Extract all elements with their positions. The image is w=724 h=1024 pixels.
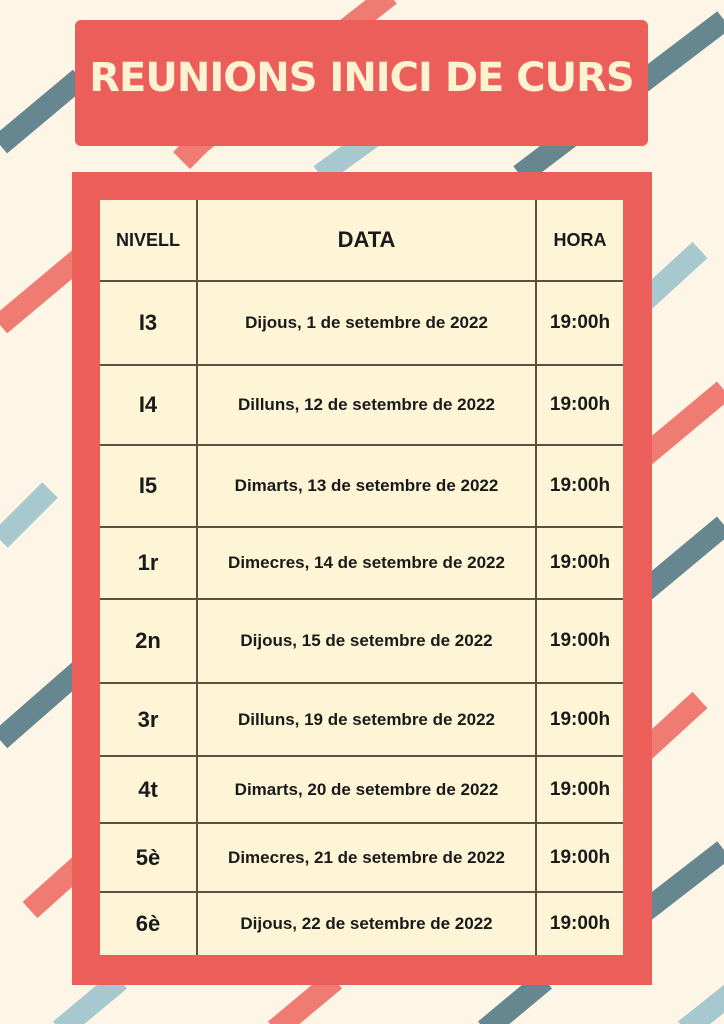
nivell-cell: 2n: [100, 598, 198, 684]
time-cell: 19:00h: [535, 444, 623, 528]
date-cell: Dijous, 22 de setembre de 2022: [196, 891, 537, 955]
stripe: [0, 661, 88, 749]
header-nivell: NIVELL: [100, 200, 198, 282]
nivell-cell: 6è: [100, 891, 198, 955]
table-row: I5 Dimarts, 13 de setembre de 2022 19:00h: [100, 444, 623, 528]
table-row: I3 Dijous, 1 de setembre de 2022 19:00h: [100, 280, 623, 366]
time-cell: 19:00h: [535, 822, 623, 893]
header-data: DATA: [196, 200, 537, 282]
time-cell: 19:00h: [535, 682, 623, 757]
stripe: [52, 971, 128, 1024]
header-hora: HORA: [535, 200, 623, 282]
date-cell: Dilluns, 12 de setembre de 2022: [196, 364, 537, 446]
stripe: [0, 249, 88, 334]
nivell-cell: 3r: [100, 682, 198, 757]
stripe: [0, 482, 58, 548]
time-cell: 19:00h: [535, 280, 623, 366]
schedule-frame: NIVELL DATA HORA I3 Dijous, 1 de setembre…: [72, 172, 652, 985]
nivell-cell: 1r: [100, 526, 198, 600]
table-header-row: NIVELL DATA HORA: [100, 200, 623, 282]
date-cell: Dimecres, 14 de setembre de 2022: [196, 526, 537, 600]
nivell-cell: I4: [100, 364, 198, 446]
table-row: 3r Dilluns, 19 de setembre de 2022 19:00h: [100, 682, 623, 757]
table-row: 4t Dimarts, 20 de setembre de 2022 19:00h: [100, 755, 623, 824]
stripe: [632, 516, 724, 604]
time-cell: 19:00h: [535, 364, 623, 446]
date-cell: Dimecres, 21 de setembre de 2022: [196, 822, 537, 893]
time-cell: 19:00h: [535, 526, 623, 600]
stripe: [267, 971, 343, 1024]
nivell-cell: I3: [100, 280, 198, 366]
nivell-cell: 5è: [100, 822, 198, 893]
table-row: 1r Dimecres, 14 de setembre de 2022 19:00h: [100, 526, 623, 600]
stripe: [633, 841, 724, 924]
table-row: 6è Dijous, 22 de setembre de 2022 19:00h: [100, 891, 623, 955]
title-banner: REUNIONS INICI DE CURS: [75, 20, 648, 146]
date-cell: Dimarts, 13 de setembre de 2022: [196, 444, 537, 528]
date-cell: Dimarts, 20 de setembre de 2022: [196, 755, 537, 824]
date-cell: Dilluns, 19 de setembre de 2022: [196, 682, 537, 757]
time-cell: 19:00h: [535, 755, 623, 824]
stripe: [22, 856, 88, 919]
table-row: 2n Dijous, 15 de setembre de 2022 19:00h: [100, 598, 623, 684]
time-cell: 19:00h: [535, 891, 623, 955]
stripe: [678, 984, 724, 1024]
time-cell: 19:00h: [535, 598, 623, 684]
date-cell: Dijous, 15 de setembre de 2022: [196, 598, 537, 684]
stripe: [632, 381, 724, 469]
table-row: I4 Dilluns, 12 de setembre de 2022 19:00h: [100, 364, 623, 446]
date-cell: Dijous, 1 de setembre de 2022: [196, 280, 537, 366]
nivell-cell: 4t: [100, 755, 198, 824]
nivell-cell: I5: [100, 444, 198, 528]
stripe: [477, 971, 553, 1024]
table-row: 5è Dimecres, 21 de setembre de 2022 19:00h: [100, 822, 623, 893]
page-title: REUNIONS INICI DE CURS: [89, 55, 634, 101]
schedule-table: NIVELL DATA HORA I3 Dijous, 1 de setembre…: [100, 200, 623, 955]
stripe: [0, 69, 88, 154]
